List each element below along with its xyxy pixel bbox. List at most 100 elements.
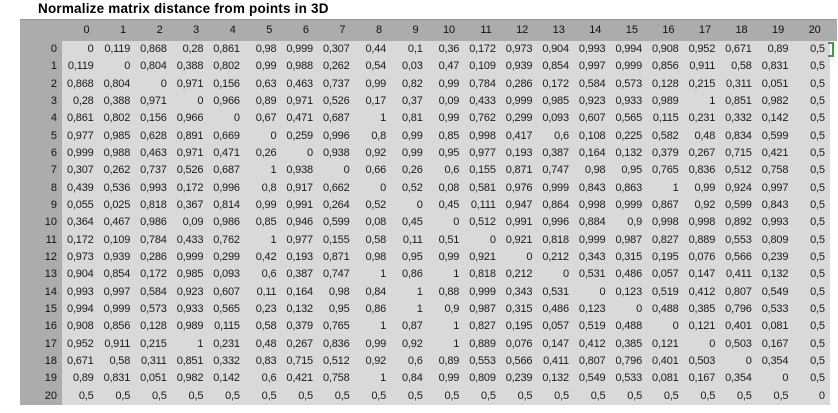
matrix-cell-r7-c2[interactable]: 0,737 — [140, 164, 167, 177]
matrix-cell-r0-c10[interactable]: 0,36 — [438, 43, 460, 55]
matrix-cell-r15-c6[interactable]: 0,132 — [286, 302, 313, 315]
matrix-cell-r4-c10[interactable]: 0,99 — [438, 112, 460, 125]
matrix-cell-r19-c18[interactable]: 0,354 — [725, 372, 752, 385]
matrix-cell-r13-c12[interactable]: 0,212 — [505, 268, 533, 281]
matrix-cell-r6-c1[interactable]: 0,988 — [103, 146, 131, 159]
matrix-cell-r18-c1[interactable]: 0,58 — [109, 354, 131, 367]
matrix-cell-r1-c12[interactable]: 0,939 — [505, 60, 533, 73]
row-header-1[interactable]: 1 — [50, 60, 57, 73]
matrix-cell-r19-c17[interactable]: 0,167 — [688, 372, 716, 385]
matrix-cell-r5-c1[interactable]: 0,985 — [103, 129, 131, 142]
matrix-cell-r1-c8[interactable]: 0,54 — [365, 60, 387, 73]
matrix-cell-r4-c3[interactable]: 0,966 — [176, 112, 204, 125]
matrix-cell-r6-c14[interactable]: 0,164 — [578, 146, 606, 159]
matrix-cell-r19-c16[interactable]: 0,081 — [652, 372, 679, 385]
matrix-cell-r0-c14[interactable]: 0,993 — [578, 43, 606, 55]
matrix-cell-r11-c1[interactable]: 0,109 — [103, 233, 131, 246]
matrix-cell-r3-c20[interactable]: 0,5 — [810, 94, 825, 107]
matrix-cell-r4-c18[interactable]: 0,332 — [725, 112, 752, 125]
matrix-cell-r16-c6[interactable]: 0,379 — [286, 320, 313, 333]
matrix-cell-r19-c5[interactable]: 0,6 — [261, 372, 277, 385]
matrix-cell-r16-c7[interactable]: 0,765 — [322, 320, 350, 333]
matrix-cell-r20-c17[interactable]: 0,5 — [700, 389, 716, 402]
column-header-6[interactable]: 6 — [302, 24, 309, 36]
matrix-cell-r18-c6[interactable]: 0,715 — [286, 354, 313, 367]
matrix-cell-r4-c9[interactable]: 0,81 — [402, 112, 423, 125]
matrix-cell-r5-c7[interactable]: 0,996 — [322, 129, 350, 142]
matrix-cell-r4-c1[interactable]: 0,802 — [103, 112, 131, 125]
matrix-cell-r9-c0[interactable]: 0,055 — [67, 198, 94, 211]
matrix-cell-r19-c9[interactable]: 0,84 — [402, 372, 423, 385]
matrix-cell-r8-c9[interactable]: 0,52 — [402, 181, 423, 194]
matrix-cell-r18-c13[interactable]: 0,411 — [543, 354, 569, 367]
matrix-cell-r8-c3[interactable]: 0,172 — [176, 181, 204, 194]
matrix-cell-r10-c19[interactable]: 0,993 — [761, 216, 789, 229]
matrix-cell-r5-c18[interactable]: 0,834 — [725, 129, 752, 142]
matrix-cell-r0-c6[interactable]: 0,999 — [286, 43, 313, 55]
matrix-cell-r3-c13[interactable]: 0,985 — [542, 94, 569, 107]
matrix-cell-r7-c19[interactable]: 0,758 — [761, 164, 789, 177]
matrix-cell-r3-c8[interactable]: 0,17 — [365, 94, 387, 107]
matrix-cell-r6-c10[interactable]: 0,95 — [438, 146, 460, 159]
row-header-9[interactable]: 9 — [50, 198, 57, 211]
row-header-16[interactable]: 16 — [44, 320, 57, 333]
matrix-cell-r14-c14[interactable]: 0 — [599, 285, 606, 298]
matrix-cell-r15-c11[interactable]: 0,987 — [469, 302, 496, 315]
matrix-cell-r9-c4[interactable]: 0,814 — [213, 198, 240, 211]
matrix-cell-r11-c12[interactable]: 0,921 — [505, 233, 533, 246]
matrix-cell-r19-c3[interactable]: 0,982 — [176, 372, 204, 385]
matrix-cell-r18-c2[interactable]: 0,311 — [140, 354, 167, 367]
matrix-cell-r14-c12[interactable]: 0,343 — [505, 285, 533, 298]
matrix-cell-r20-c9[interactable]: 0,5 — [407, 389, 423, 402]
matrix-cell-r15-c9[interactable]: 1 — [416, 302, 423, 315]
matrix-cell-r5-c0[interactable]: 0,977 — [67, 129, 94, 142]
matrix-cell-r19-c4[interactable]: 0,142 — [213, 372, 240, 385]
matrix-cell-r2-c11[interactable]: 0,784 — [469, 77, 496, 90]
matrix-cell-r3-c19[interactable]: 0,982 — [761, 94, 789, 107]
matrix-cell-r12-c4[interactable]: 0,299 — [213, 250, 240, 263]
matrix-cell-r10-c6[interactable]: 0,946 — [286, 216, 313, 229]
matrix-cell-r8-c17[interactable]: 0,99 — [694, 181, 716, 194]
matrix-cell-r1-c16[interactable]: 0,856 — [652, 60, 679, 73]
matrix-cell-r3-c10[interactable]: 0,09 — [438, 94, 460, 107]
column-header-19[interactable]: 19 — [772, 24, 785, 36]
matrix-cell-r0-c5[interactable]: 0,98 — [255, 43, 277, 55]
matrix-cell-r0-c2[interactable]: 0,868 — [140, 43, 167, 55]
matrix-cell-r20-c20[interactable]: 0 — [818, 389, 825, 402]
matrix-cell-r2-c3[interactable]: 0,971 — [176, 77, 204, 90]
matrix-cell-r7-c10[interactable]: 0,6 — [444, 164, 460, 177]
matrix-cell-r17-c4[interactable]: 0,231 — [213, 337, 240, 350]
matrix-cell-r14-c1[interactable]: 0,997 — [103, 285, 131, 298]
matrix-cell-r2-c1[interactable]: 0,804 — [103, 77, 131, 90]
matrix-cell-r4-c2[interactable]: 0,156 — [140, 112, 167, 125]
matrix-cell-r3-c9[interactable]: 0,37 — [402, 94, 423, 107]
matrix-cell-r8-c8[interactable]: 0 — [380, 181, 387, 194]
matrix-cell-r15-c0[interactable]: 0,994 — [67, 302, 94, 315]
matrix-cell-r11-c4[interactable]: 0,762 — [213, 233, 240, 246]
matrix-cell-r7-c17[interactable]: 0,836 — [688, 164, 716, 177]
matrix-cell-r20-c12[interactable]: 0,5 — [517, 389, 533, 402]
matrix-cell-r11-c16[interactable]: 0,827 — [652, 233, 679, 246]
matrix-cell-r3-c16[interactable]: 0,989 — [652, 94, 679, 107]
matrix-cell-r4-c16[interactable]: 0,115 — [652, 112, 679, 125]
matrix-cell-r5-c16[interactable]: 0,582 — [652, 129, 679, 142]
matrix-cell-r13-c16[interactable]: 0,057 — [652, 268, 679, 281]
matrix-cell-r6-c18[interactable]: 0,715 — [725, 146, 752, 159]
matrix-cell-r7-c18[interactable]: 0,512 — [725, 164, 752, 177]
row-header-11[interactable]: 11 — [45, 233, 57, 246]
matrix-cell-r13-c17[interactable]: 0,147 — [688, 268, 716, 281]
matrix-cell-r5-c5[interactable]: 0 — [270, 129, 277, 142]
matrix-cell-r19-c13[interactable]: 0,132 — [542, 372, 569, 385]
matrix-cell-r4-c15[interactable]: 0,565 — [615, 112, 642, 125]
matrix-cell-r20-c19[interactable]: 0,5 — [773, 389, 789, 402]
matrix-cell-r14-c11[interactable]: 0,999 — [469, 285, 496, 298]
matrix-cell-r2-c12[interactable]: 0,286 — [505, 77, 533, 90]
matrix-cell-r2-c7[interactable]: 0,737 — [322, 77, 350, 90]
row-header-4[interactable]: 4 — [50, 112, 57, 125]
matrix-cell-r16-c14[interactable]: 0,519 — [578, 320, 606, 333]
matrix-cell-r2-c16[interactable]: 0,128 — [652, 77, 679, 90]
matrix-cell-r11-c19[interactable]: 0,809 — [761, 233, 789, 246]
matrix-cell-r20-c6[interactable]: 0,5 — [298, 389, 313, 402]
matrix-cell-r0-c3[interactable]: 0,28 — [182, 43, 204, 55]
matrix-cell-r13-c4[interactable]: 0,093 — [213, 268, 240, 281]
